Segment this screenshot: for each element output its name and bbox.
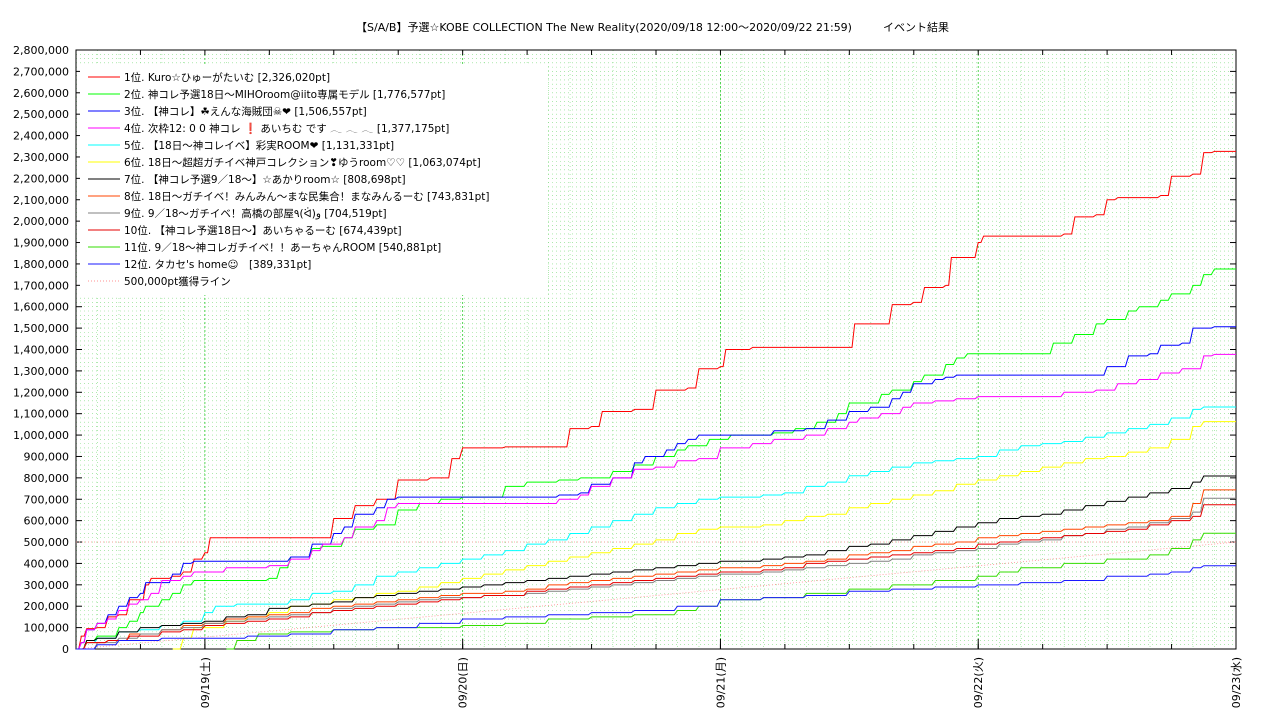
series-line-10: [76, 504, 1236, 650]
x-tick-label: 09/23(水): [1230, 657, 1243, 708]
y-tick-label: 700,000: [24, 493, 70, 506]
x-tick-label: 09/22(火): [972, 657, 985, 708]
legend: 1位. Kuro☆ひゅーがたいむ [2,326,020pt] 2位. 神コレ予選1…: [80, 66, 548, 295]
x-tick-label: 09/21(月): [714, 657, 727, 708]
series-line-9: [86, 497, 1236, 650]
y-tick-label: 200,000: [24, 600, 70, 613]
legend-label: 8位. 18日～ガチイベ！みんみん～まな民集合！まなみんるーむ [743,831…: [124, 190, 489, 203]
series-lines: [75, 150, 1237, 650]
legend-label: 2位. 神コレ予選18日～MIHOroom@iito専属モデル [1,776,5…: [124, 88, 445, 101]
legend-label: 4位. 次枠12: 0 0 神コレ ❗ あいちむ です 𓂃 𓂃 𓂃 [1,377…: [124, 122, 449, 135]
y-tick-label: 2,800,000: [13, 44, 69, 57]
y-tick-label: 2,400,000: [13, 130, 69, 143]
y-tick-label: 2,000,000: [13, 215, 69, 228]
axes: 0 100,000 200,000 300,000 400,000 500,000 600,…: [13, 44, 1243, 708]
legend-label: 5位. 【18日～神コレイベ】彩実ROOM❤ [1,131,331pt]: [124, 139, 394, 152]
y-tick-label: 1,200,000: [13, 386, 69, 399]
y-tick-label: 300,000: [24, 579, 70, 592]
y-tick-label: 2,700,000: [13, 65, 69, 78]
legend-label: 10位. 【神コレ予選18日〜】あいちゃるーむ [674,439pt]: [124, 224, 402, 237]
y-tick-label: 2,200,000: [13, 172, 69, 185]
y-tick-label: 1,400,000: [13, 344, 69, 357]
y-tick-label: 2,600,000: [13, 87, 69, 100]
chart-subtitle: イベント結果: [883, 20, 949, 34]
y-tick-label: 1,700,000: [13, 279, 69, 292]
y-tick-label: 400,000: [24, 557, 70, 570]
legend-label: 6位. 18日～超超ガチイベ神戸コレクション❣ゆうroom♡♡ [1,063,0…: [124, 156, 481, 169]
legend-label: 3位. 【神コレ】☘えんな海賊団☠❤ [1,506,557pt]: [124, 105, 367, 118]
y-tick-label: 2,500,000: [13, 108, 69, 121]
y-tick-label: 0: [62, 643, 69, 656]
reference-diagonal: [75, 541, 1237, 650]
y-tick-label: 900,000: [24, 450, 70, 463]
y-tick-label: 1,500,000: [13, 322, 69, 335]
series-line-7: [76, 475, 1236, 650]
series-line-6: [172, 421, 1236, 650]
y-tick-label: 800,000: [24, 472, 70, 485]
series-line-4: [76, 353, 1236, 650]
legend-box: [80, 66, 548, 295]
series-line-8: [76, 489, 1236, 650]
series-line-5: [76, 406, 1236, 650]
y-tick-label: 2,100,000: [13, 194, 69, 207]
y-tick-label: 500,000: [24, 536, 70, 549]
legend-label: 7位. 【神コレ予選9／18～】☆あかりroom☆ [808,698pt]: [124, 173, 406, 186]
y-tick-label: 100,000: [24, 622, 70, 635]
y-tick-label: 1,800,000: [13, 258, 69, 271]
y-tick-label: 1,600,000: [13, 301, 69, 314]
y-tick-label: 1,100,000: [13, 408, 69, 421]
legend-label: 9位. 9／18～ガチイベ！高橋の部屋٩(ᐛ)و [704,519pt]: [124, 207, 387, 220]
x-tick-label: 09/19(土): [199, 657, 212, 708]
legend-label: 12位. タカセ's home☺ [389,331pt]: [124, 258, 311, 271]
chart-title: 【S/A/B】予選☆KOBE COLLECTION The New Realit…: [356, 21, 852, 34]
y-tick-label: 600,000: [24, 515, 70, 528]
legend-label: 500,000pt獲得ライン: [124, 275, 231, 288]
y-tick-label: 1,900,000: [13, 237, 69, 250]
y-tick-label: 2,300,000: [13, 151, 69, 164]
y-tick-label: 1,000,000: [13, 429, 69, 442]
x-tick-label: 09/20(日): [457, 657, 470, 708]
y-tick-label: 1,300,000: [13, 365, 69, 378]
legend-label: 1位. Kuro☆ひゅーがたいむ [2,326,020pt]: [124, 71, 330, 84]
series-line-12: [76, 565, 1236, 650]
legend-label: 11位. 9／18～神コレガチイベ！！あーちゃんROOM [540,881pt]: [124, 241, 441, 254]
